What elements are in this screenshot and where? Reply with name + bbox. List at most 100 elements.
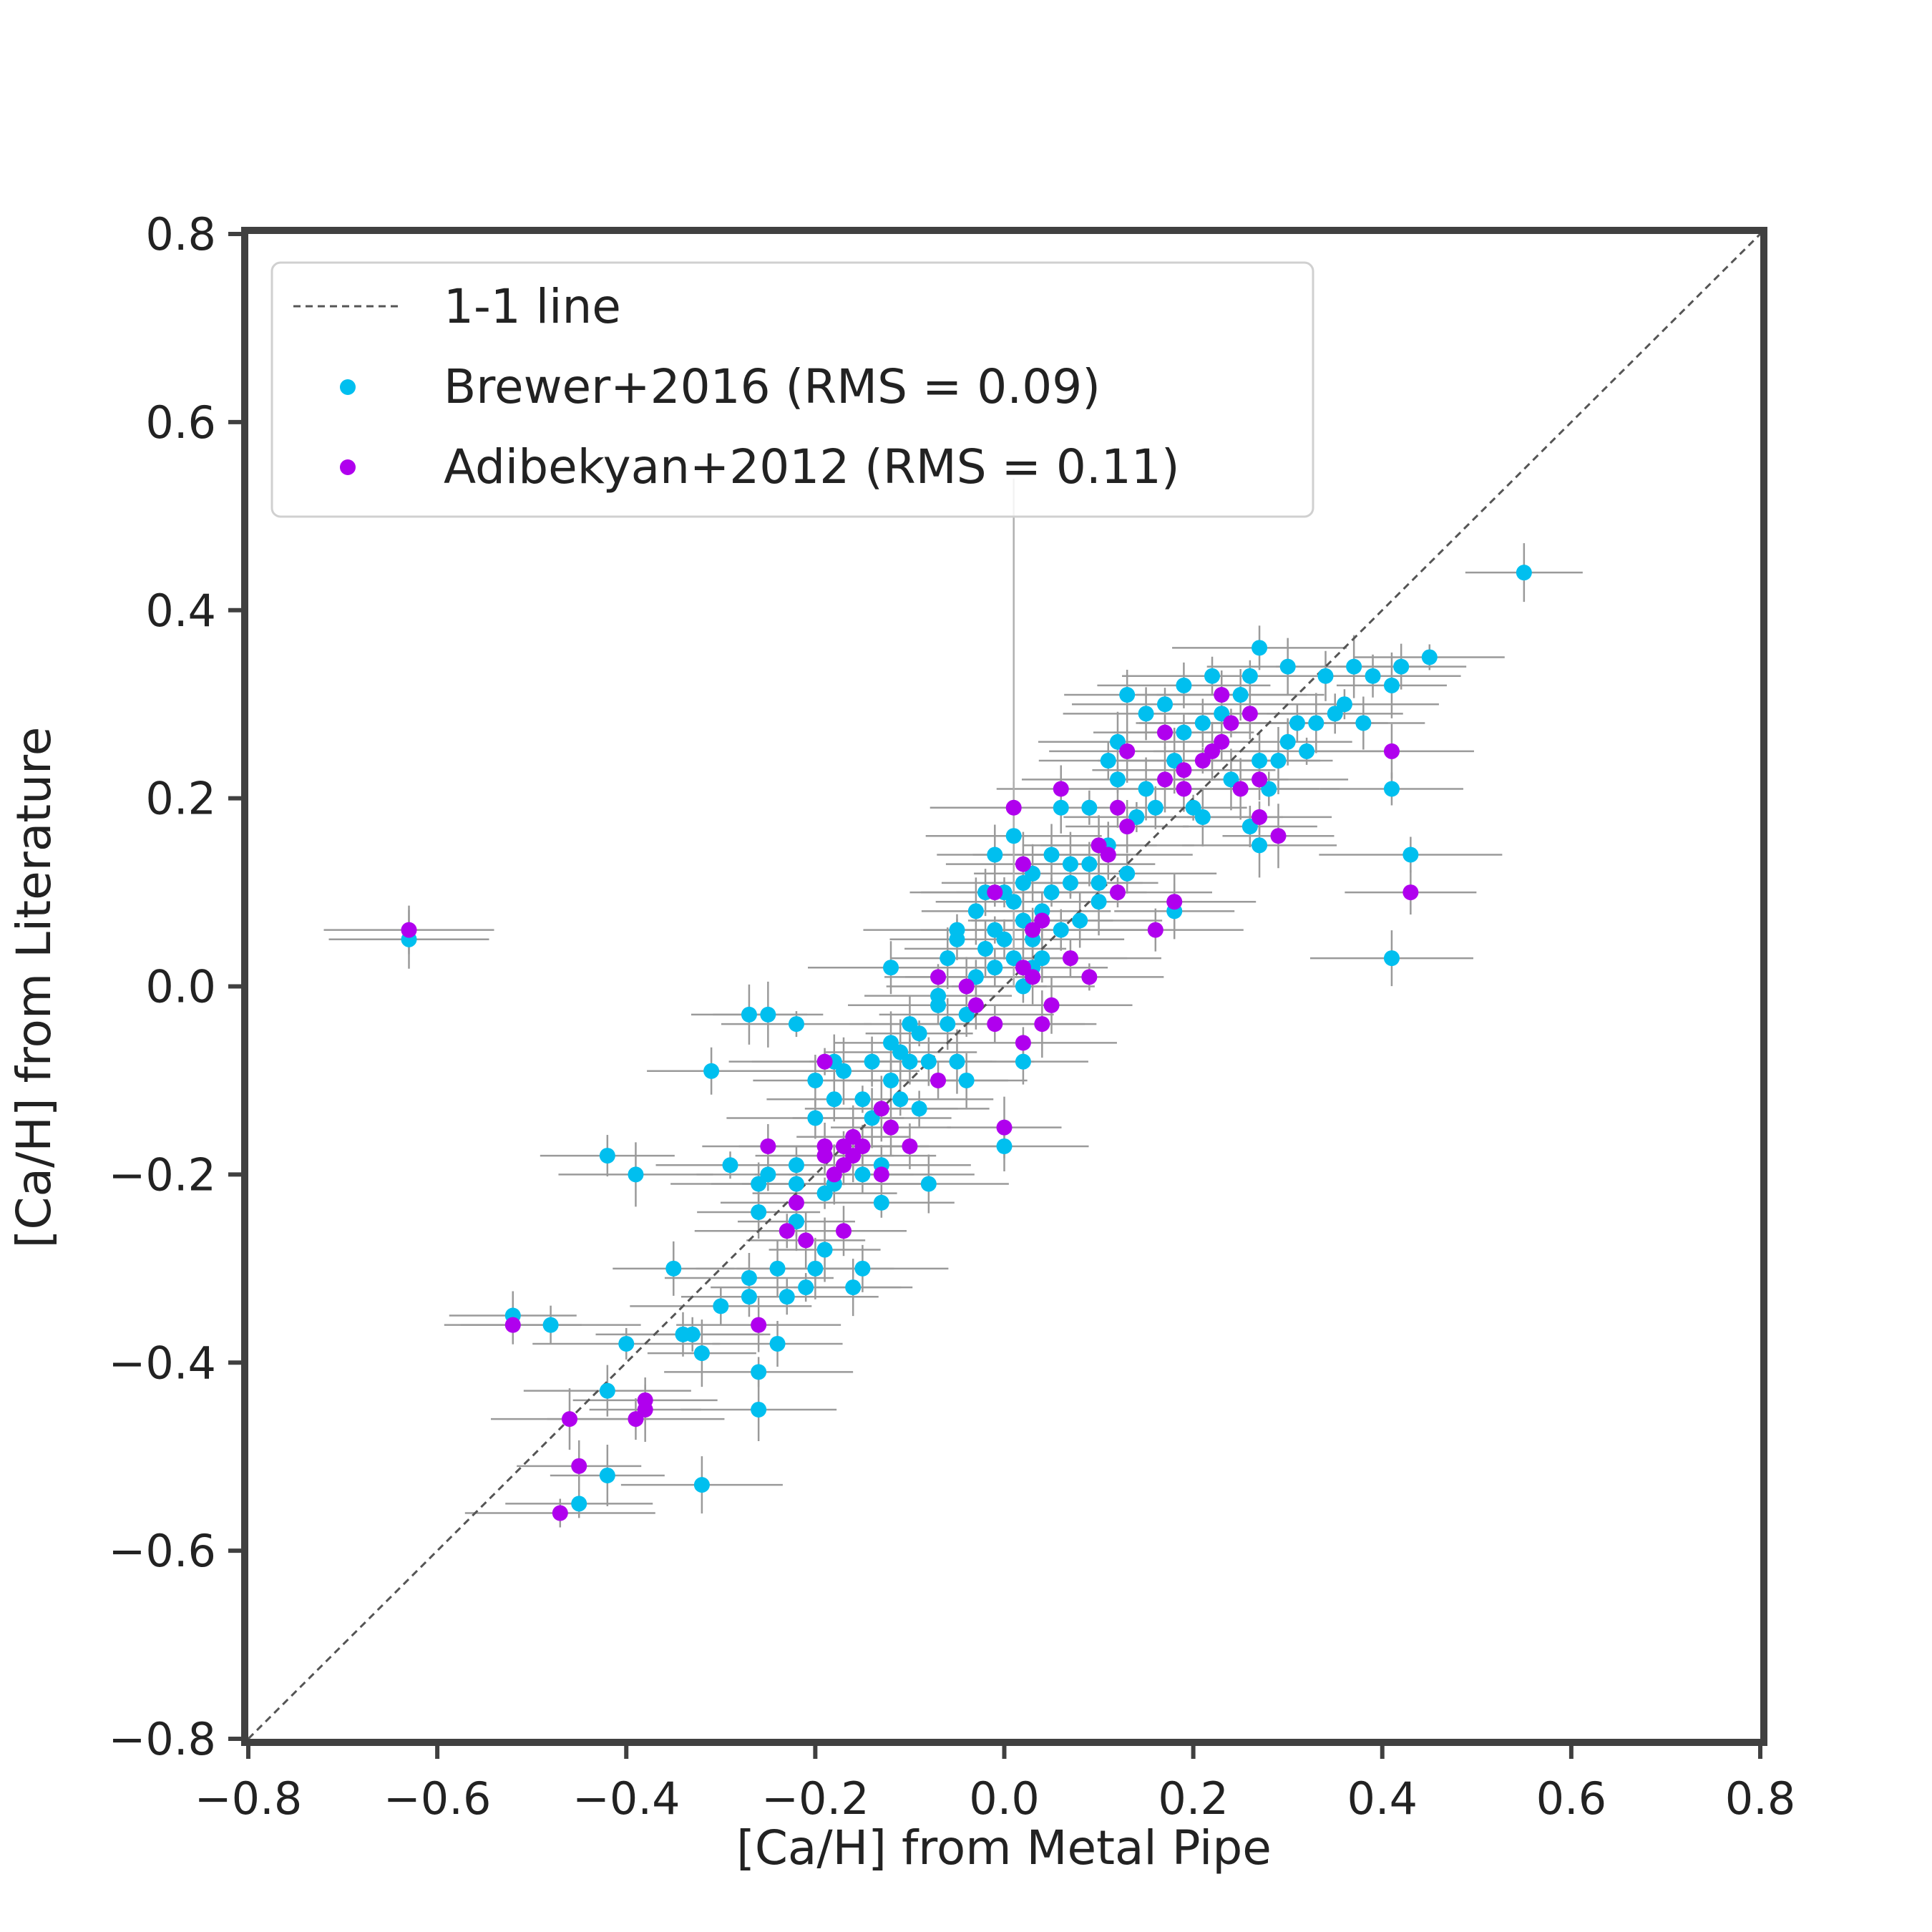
adibekyan-point (751, 1317, 767, 1333)
brewer-point (1062, 856, 1078, 872)
brewer-point (769, 1260, 786, 1277)
brewer-point (920, 1053, 937, 1070)
brewer-point (1241, 668, 1258, 684)
brewer-point (1383, 677, 1400, 693)
brewer-point (911, 1101, 927, 1117)
brewer-point (1091, 894, 1107, 910)
adibekyan-point (401, 922, 417, 938)
brewer-point (741, 1289, 757, 1305)
adibekyan-point (779, 1223, 795, 1239)
brewer-point (1279, 733, 1296, 750)
brewer-point (1252, 640, 1268, 656)
adibekyan-point (967, 997, 984, 1013)
brewer-point (665, 1260, 682, 1277)
legend-brewer-marker (340, 379, 356, 395)
x-tick-label: 0.6 (1536, 1772, 1607, 1825)
axis-ticks: −0.8 −0.8 −0.6 −0.6 −0.4 −0.4 −0.2 −0.2 0.0 0.0 0.… (108, 208, 1795, 1825)
y-tick-label: −0.4 (108, 1337, 216, 1389)
brewer-point (1015, 1053, 1031, 1070)
brewer-point (1317, 668, 1334, 684)
adibekyan-point (816, 1148, 833, 1164)
brewer-point (788, 1016, 804, 1033)
brewer-point (930, 987, 947, 1004)
brewer-point (1091, 874, 1107, 891)
adibekyan-point (1270, 828, 1287, 844)
brewer-point (883, 960, 899, 976)
brewer-point (693, 1345, 710, 1362)
brewer-point (798, 1279, 814, 1296)
adibekyan-point (1214, 733, 1230, 750)
brewer-point (958, 1072, 975, 1088)
one-to-one-reference-line (248, 234, 1760, 1739)
brewer-point (628, 1166, 644, 1183)
brewer-point (1232, 687, 1249, 703)
plot-frame (241, 227, 1767, 1746)
adibekyan-point (1147, 922, 1163, 938)
adibekyan-point (996, 1119, 1013, 1136)
adibekyan-point (1025, 969, 1041, 985)
x-tick-label: −0.6 (384, 1772, 492, 1825)
y-tick-label: 0.6 (145, 396, 216, 449)
brewer-point (807, 1072, 824, 1088)
brewer-point (1308, 715, 1324, 731)
adibekyan-point (1157, 724, 1174, 741)
adibekyan-point (552, 1505, 568, 1521)
adibekyan-point (1081, 969, 1098, 985)
brewer-point (902, 1053, 918, 1070)
brewer-point (599, 1382, 615, 1399)
adibekyan-point (883, 1119, 899, 1136)
brewer-point (1053, 922, 1069, 938)
adibekyan-point (1223, 715, 1239, 731)
brewer-point (1109, 771, 1126, 788)
x-axis-label: [Ca/H] from Metal Pipe (736, 1820, 1272, 1875)
adibekyan-point (571, 1458, 587, 1474)
adibekyan-point (1383, 743, 1400, 759)
brewer-point (835, 1063, 852, 1079)
data-points (401, 565, 1532, 1521)
brewer-point (1194, 715, 1211, 731)
brewer-point (987, 960, 1003, 976)
brewer-point (920, 1176, 937, 1192)
brewer-point (760, 1166, 776, 1183)
x-tick-label: −0.4 (572, 1772, 680, 1825)
brewer-point (967, 903, 984, 919)
adibekyan-point (958, 978, 975, 995)
brewer-point (996, 1138, 1013, 1154)
brewer-point (1355, 715, 1372, 731)
legend-brewer-label: Brewer+2016 (RMS = 0.09) (444, 359, 1101, 414)
brewer-point (1383, 781, 1400, 797)
brewer-point (826, 1091, 842, 1108)
brewer-point (1299, 743, 1315, 759)
y-tick-label: 0.0 (145, 961, 216, 1013)
brewer-point (751, 1364, 767, 1380)
adibekyan-point (1241, 706, 1258, 722)
brewer-point (1194, 809, 1211, 825)
legend-line-label: 1-1 line (444, 279, 621, 334)
brewer-point (977, 940, 994, 957)
brewer-point (1252, 753, 1268, 769)
adibekyan-point (1005, 799, 1022, 816)
brewer-point (1005, 894, 1022, 910)
adibekyan-point (1232, 781, 1249, 797)
brewer-point (741, 1006, 757, 1023)
legend-box (270, 261, 1314, 518)
adibekyan-point (1015, 1035, 1031, 1051)
adibekyan-point (1053, 781, 1069, 797)
brewer-point (1147, 799, 1163, 816)
adibekyan-point (1214, 687, 1230, 703)
brewer-point (873, 1194, 889, 1211)
brewer-point (1053, 799, 1069, 816)
brewer-point (807, 1260, 824, 1277)
brewer-point (713, 1298, 729, 1314)
adibekyan-point (1043, 997, 1060, 1013)
brewer-point (1081, 799, 1098, 816)
adibekyan-point (1109, 884, 1126, 901)
brewer-point (940, 950, 956, 967)
brewer-point (788, 1157, 804, 1174)
brewer-point (760, 1006, 776, 1023)
adibekyan-point (987, 1016, 1003, 1033)
x-tick-label: 0.8 (1725, 1772, 1796, 1825)
brewer-point (599, 1467, 615, 1483)
adibekyan-point (816, 1053, 833, 1070)
adibekyan-point (902, 1138, 918, 1154)
